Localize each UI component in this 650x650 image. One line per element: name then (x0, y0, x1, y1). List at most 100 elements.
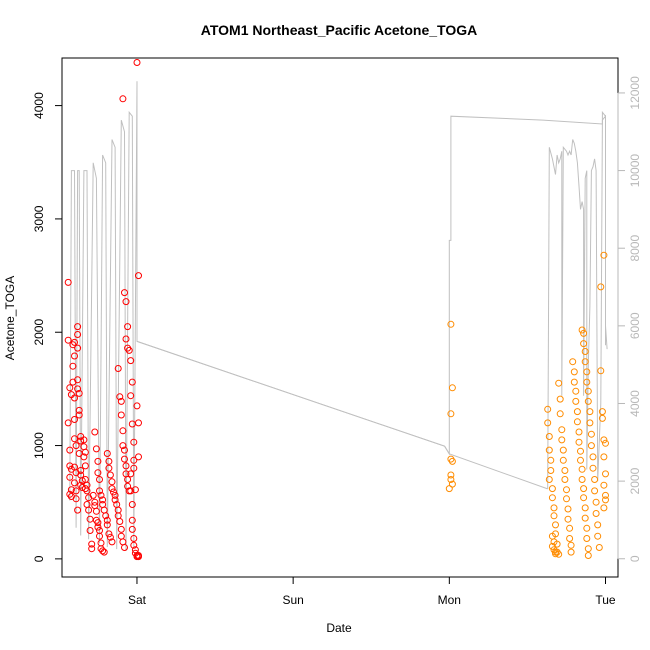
data-point (566, 535, 574, 542)
data-point (448, 384, 456, 392)
data-point (91, 498, 99, 506)
data-point (556, 410, 564, 418)
data-point (567, 548, 575, 556)
data-point (597, 283, 605, 291)
data-point (581, 514, 589, 522)
data-point (114, 365, 122, 372)
data-point (128, 501, 136, 508)
data-point (564, 505, 572, 513)
data-point (587, 442, 595, 450)
data-point (127, 487, 135, 495)
data-point (547, 456, 555, 464)
data-point (116, 393, 124, 401)
data-point (94, 457, 102, 465)
y2-tick-label: 4000 (628, 390, 642, 417)
data-point (74, 385, 82, 393)
data-point (105, 457, 113, 465)
data-point (558, 426, 566, 434)
data-point (121, 544, 128, 551)
data-point (600, 251, 608, 259)
data-point (127, 357, 135, 365)
data-point (559, 456, 567, 464)
data-point (71, 338, 78, 346)
data-point (548, 494, 556, 502)
data-point (600, 481, 608, 489)
data-point (602, 439, 609, 447)
data-point (91, 428, 99, 436)
data-point (561, 467, 569, 474)
data-point (448, 457, 456, 465)
data-point (586, 408, 594, 416)
chart-title: ATOM1 Northeast_Pacific Acetone_TOGA (201, 22, 477, 38)
y-axis-left: 0 1000 2000 3000 4000 (32, 92, 63, 562)
data-point (602, 496, 609, 504)
data-point (545, 476, 553, 483)
data-point (594, 521, 602, 529)
data-point (564, 515, 572, 523)
data-point (77, 467, 85, 474)
data-point (111, 491, 119, 499)
data-point (545, 446, 553, 454)
data-point (577, 456, 584, 464)
data-point (563, 495, 570, 503)
data-point (71, 416, 78, 423)
data-point (119, 442, 127, 450)
data-point (122, 298, 130, 306)
data-point (598, 414, 606, 422)
data-point (94, 523, 102, 531)
data-point (97, 539, 105, 547)
data-point (94, 519, 102, 527)
data-point (106, 533, 114, 541)
data-point (119, 95, 127, 103)
data-point (99, 496, 107, 504)
data-point (74, 506, 82, 514)
data-point (584, 397, 592, 405)
y-tick-label: 4000 (32, 92, 46, 119)
data-point (105, 530, 113, 538)
data-point (586, 419, 594, 427)
data-point (583, 378, 591, 386)
data-point (106, 471, 114, 479)
data-point (583, 368, 591, 376)
data-point (71, 435, 78, 443)
data-point (74, 344, 82, 352)
data-point (592, 498, 600, 506)
data-point (66, 384, 74, 392)
altitude-line-path (69, 81, 608, 552)
data-point (86, 527, 94, 534)
data-point (580, 329, 588, 337)
data-point (548, 485, 556, 493)
data-point (591, 476, 599, 483)
data-point (88, 545, 96, 553)
data-point (66, 490, 74, 498)
y2-tick-label: 6000 (628, 312, 642, 339)
data-point (85, 506, 93, 514)
data-point (77, 437, 85, 445)
data-point (580, 340, 588, 348)
data-point (569, 358, 577, 366)
x-axis-label: Date (326, 621, 352, 635)
data-point (71, 394, 78, 402)
data-point (561, 476, 569, 483)
data-point (99, 547, 107, 555)
altitude-line-segment (547, 114, 606, 489)
data-point (558, 436, 566, 444)
data-point (71, 352, 78, 360)
data-point (64, 278, 72, 286)
data-point (583, 535, 591, 542)
data-point (587, 430, 595, 438)
data-point (74, 331, 82, 338)
data-point (72, 487, 80, 495)
data-point (110, 488, 117, 496)
x-tick-label: Sun (282, 593, 303, 607)
data-point (75, 411, 83, 419)
data-point (69, 362, 77, 370)
data-point (556, 395, 564, 403)
data-point (81, 462, 89, 470)
data-point (89, 491, 97, 499)
data-point (124, 323, 132, 331)
data-point (96, 532, 103, 540)
data-point (117, 411, 125, 419)
data-point (66, 473, 74, 481)
data-point (117, 397, 125, 405)
